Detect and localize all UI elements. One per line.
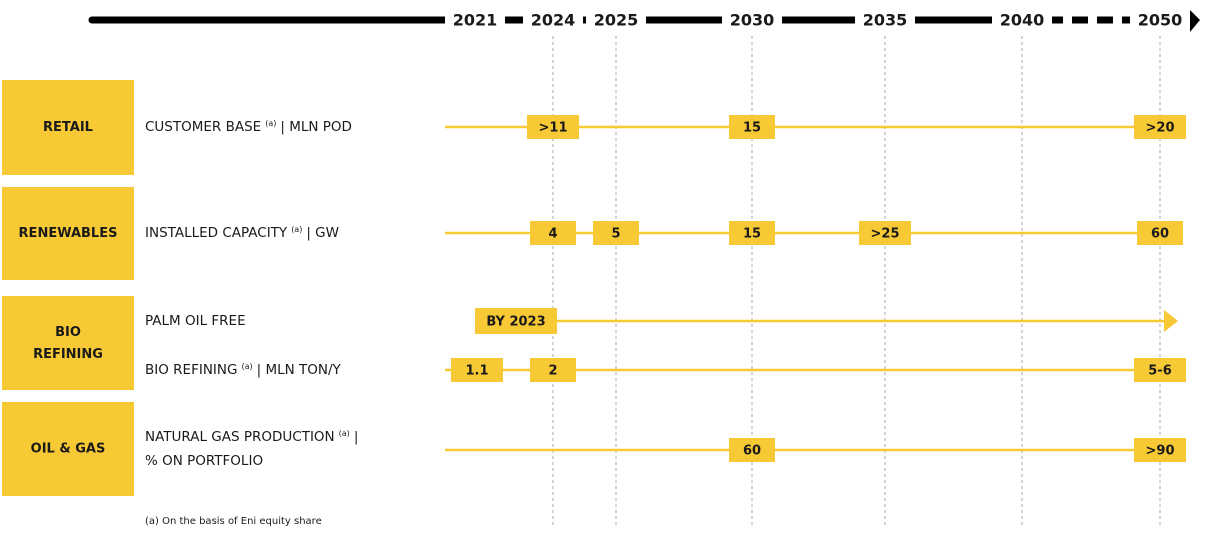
- year-bg: [722, 8, 782, 32]
- metric-label: PALM OIL FREE: [145, 313, 246, 329]
- value-box: [1134, 358, 1186, 382]
- section-name: RETAIL: [43, 120, 93, 135]
- value-box: [859, 221, 911, 245]
- value-box: [1134, 438, 1186, 462]
- metric-name: CUSTOMER BASE: [145, 119, 261, 135]
- section-box: [2, 80, 134, 175]
- year-bg: [992, 8, 1052, 32]
- year-label: 2030: [730, 11, 775, 30]
- value-box: [527, 115, 579, 139]
- row-arrow: [1164, 310, 1178, 332]
- value-label: >11: [539, 121, 568, 136]
- metric-unit: |: [354, 429, 359, 445]
- year-bg: [523, 8, 583, 32]
- value-box: [593, 221, 639, 245]
- value-box: [451, 358, 503, 382]
- section-name: OIL & GAS: [31, 442, 106, 457]
- metric-unit-line2: % ON PORTFOLIO: [145, 453, 263, 469]
- timeline-arrow: [1190, 10, 1200, 32]
- value-box: [530, 221, 576, 245]
- value-box: [729, 115, 775, 139]
- year-label: 2040: [1000, 11, 1045, 30]
- section-name-line: REFINING: [33, 347, 103, 362]
- metric-name: NATURAL GAS PRODUCTION: [145, 429, 335, 445]
- value-box: [729, 438, 775, 462]
- section-box: [2, 187, 134, 280]
- metric-label: NATURAL GAS PRODUCTION (a) |: [145, 429, 358, 446]
- year-bg: [855, 8, 915, 32]
- metric-note: (a): [291, 225, 302, 234]
- metric-label: CUSTOMER BASE (a) | MLN POD: [145, 119, 352, 136]
- metric-name: INSTALLED CAPACITY: [145, 225, 288, 241]
- value-label: 15: [743, 121, 761, 136]
- metric-note: (a): [241, 362, 252, 371]
- metric-label: INSTALLED CAPACITY (a) | GW: [145, 225, 339, 242]
- metric-name: BIO REFINING: [145, 362, 237, 378]
- year-label: 2024: [531, 11, 576, 30]
- year-label: 2050: [1138, 11, 1183, 30]
- value-box: [530, 358, 576, 382]
- metric-unit: | GW: [306, 225, 339, 241]
- value-label: 5: [611, 227, 620, 242]
- value-label: 5-6: [1148, 364, 1172, 379]
- value-label: 4: [548, 227, 557, 242]
- value-label: 15: [743, 227, 761, 242]
- year-label: 2035: [863, 11, 908, 30]
- value-box: [1137, 221, 1183, 245]
- value-label: 1.1: [465, 364, 488, 379]
- footnote: (a) On the basis of Eni equity share: [145, 516, 322, 527]
- milestone-label: BY 2023: [486, 315, 545, 330]
- value-box: [729, 221, 775, 245]
- section-name: RENEWABLES: [19, 226, 118, 241]
- year-bg: [586, 8, 646, 32]
- metric-note: (a): [339, 429, 350, 438]
- metric-label: BIO REFINING (a) | MLN TON/Y: [145, 362, 342, 379]
- section-name-line: BIO: [55, 325, 81, 340]
- year-bg: [1130, 8, 1190, 32]
- metric-unit: | MLN POD: [280, 119, 352, 135]
- value-label: >90: [1146, 444, 1175, 459]
- metric-unit: | MLN TON/Y: [257, 362, 342, 378]
- year-label: 2025: [594, 11, 639, 30]
- value-label: >20: [1146, 121, 1175, 136]
- value-label: >25: [871, 227, 900, 242]
- value-label: 60: [743, 444, 761, 459]
- milestone-box: [475, 308, 557, 334]
- section-box: [2, 402, 134, 496]
- year-label: 2021: [453, 11, 498, 30]
- metric-name: PALM OIL FREE: [145, 313, 246, 329]
- metric-note: (a): [265, 119, 276, 128]
- value-label: 60: [1151, 227, 1169, 242]
- value-box: [1134, 115, 1186, 139]
- year-bg: [445, 8, 505, 32]
- section-name: BIO REFINING: [33, 325, 103, 362]
- section-box: [2, 296, 134, 390]
- value-label: 2: [548, 364, 557, 379]
